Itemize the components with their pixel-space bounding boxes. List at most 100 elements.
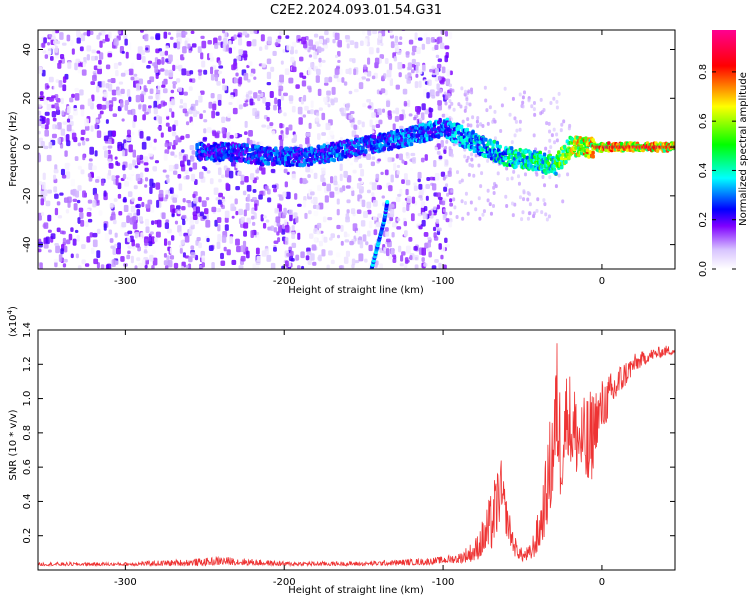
heatmap-cell <box>38 212 42 221</box>
heatmap-cell <box>472 173 476 178</box>
heatmap-cell <box>475 119 479 124</box>
heatmap-cell <box>238 170 242 176</box>
heatmap-cell <box>92 74 97 82</box>
heatmap-cell <box>431 94 436 99</box>
heatmap-cell <box>395 84 400 90</box>
heatmap-cell <box>227 125 232 133</box>
heatmap-cell <box>413 246 418 251</box>
heatmap-cell <box>279 74 284 83</box>
heatmap-cell <box>81 244 86 249</box>
heatmap-cell <box>183 102 187 109</box>
heatmap-cell <box>264 44 269 50</box>
heatmap-cell <box>420 157 425 163</box>
heatmap-cell <box>107 138 112 145</box>
heatmap-cell <box>222 84 227 91</box>
heatmap-cell <box>521 104 525 109</box>
heatmap-cell <box>348 114 353 120</box>
heatmap-cell <box>293 212 298 218</box>
heatmap-cell <box>136 53 142 60</box>
heatmap-cell <box>398 153 403 161</box>
heatmap-cell <box>86 30 91 37</box>
heatmap-cell <box>229 236 233 244</box>
heatmap-cell <box>59 32 64 40</box>
heatmap-cell <box>153 100 158 109</box>
heatmap-cell <box>180 265 184 269</box>
snr-x-axis-label: Height of straight line (km) <box>288 585 424 596</box>
heatmap-cell <box>195 206 201 214</box>
heatmap-cell <box>398 110 403 115</box>
heatmap-cell <box>291 66 297 73</box>
heatmap-cell <box>488 105 492 110</box>
heatmap-cell <box>193 37 199 43</box>
heatmap-cell <box>140 160 144 164</box>
heatmap-cell <box>238 76 243 85</box>
heatmap-cell <box>390 41 395 49</box>
heatmap-cell <box>509 146 514 151</box>
heatmap-cell <box>233 77 238 84</box>
heatmap-cell <box>150 204 155 213</box>
heatmap-cell <box>203 128 207 134</box>
heatmap-cell <box>172 83 176 89</box>
heatmap-cell <box>555 138 559 143</box>
heatmap-cell <box>113 198 118 202</box>
heatmap-cell <box>395 131 400 136</box>
heatmap-cell <box>289 170 293 175</box>
heatmap-cell <box>401 251 406 256</box>
heatmap-cell <box>214 219 218 227</box>
heatmap-cell <box>176 41 181 50</box>
heatmap-cell <box>567 126 571 131</box>
heatmap-cell <box>425 195 429 201</box>
heatmap-cell <box>424 154 428 161</box>
heatmap-cell <box>235 163 241 169</box>
heatmap-cell <box>164 108 170 117</box>
heatmap-cell <box>308 54 313 58</box>
heatmap-cell <box>127 245 133 249</box>
heatmap-cell <box>361 146 365 151</box>
y-tick-label: 0.6 <box>22 459 33 475</box>
heatmap-cell <box>81 140 86 146</box>
heatmap-cell <box>285 260 289 267</box>
heatmap-cell <box>273 146 278 151</box>
x-tick-label: -200 <box>273 577 296 588</box>
heatmap-cell <box>182 155 187 162</box>
heatmap-cell <box>304 212 308 219</box>
heatmap-cell <box>126 136 132 142</box>
heatmap-cell <box>437 104 443 111</box>
heatmap-cell <box>337 51 341 57</box>
heatmap-cell <box>162 169 167 173</box>
heatmap-cell <box>187 263 192 269</box>
heatmap-cell <box>377 108 382 116</box>
heatmap-cell <box>131 131 135 136</box>
heatmap-cell <box>449 211 453 216</box>
heatmap-cell <box>60 168 66 176</box>
snr-line <box>38 343 675 568</box>
heatmap-cell <box>226 249 231 256</box>
heatmap-cell <box>59 53 65 59</box>
heatmap-cell <box>512 169 516 174</box>
heatmap-cell <box>311 244 317 251</box>
heatmap-cell <box>441 113 446 118</box>
heatmap-cell <box>284 68 290 75</box>
heatmap-cell <box>207 40 212 45</box>
heatmap-cell <box>427 240 431 248</box>
heatmap-cell <box>442 208 446 213</box>
heatmap-cell <box>433 206 437 211</box>
heatmap-cell <box>243 230 247 237</box>
heatmap-cell <box>442 176 446 181</box>
heatmap-cell <box>54 242 59 247</box>
heatmap-cell <box>587 154 591 159</box>
heatmap-cell <box>234 132 238 138</box>
heatmap-cell <box>180 160 185 167</box>
heatmap-cell <box>108 104 113 112</box>
heatmap-cell <box>362 103 367 108</box>
heatmap-cell <box>379 54 385 59</box>
heatmap-cell <box>252 263 257 269</box>
heatmap-cell <box>53 258 59 263</box>
heatmap-cell <box>143 162 149 166</box>
heatmap-cell <box>143 250 148 254</box>
heatmap-cell <box>211 110 216 119</box>
heatmap-cell <box>162 101 168 106</box>
heatmap-cell <box>366 201 372 209</box>
heatmap-cell <box>306 247 311 253</box>
heatmap-cell <box>244 120 248 128</box>
